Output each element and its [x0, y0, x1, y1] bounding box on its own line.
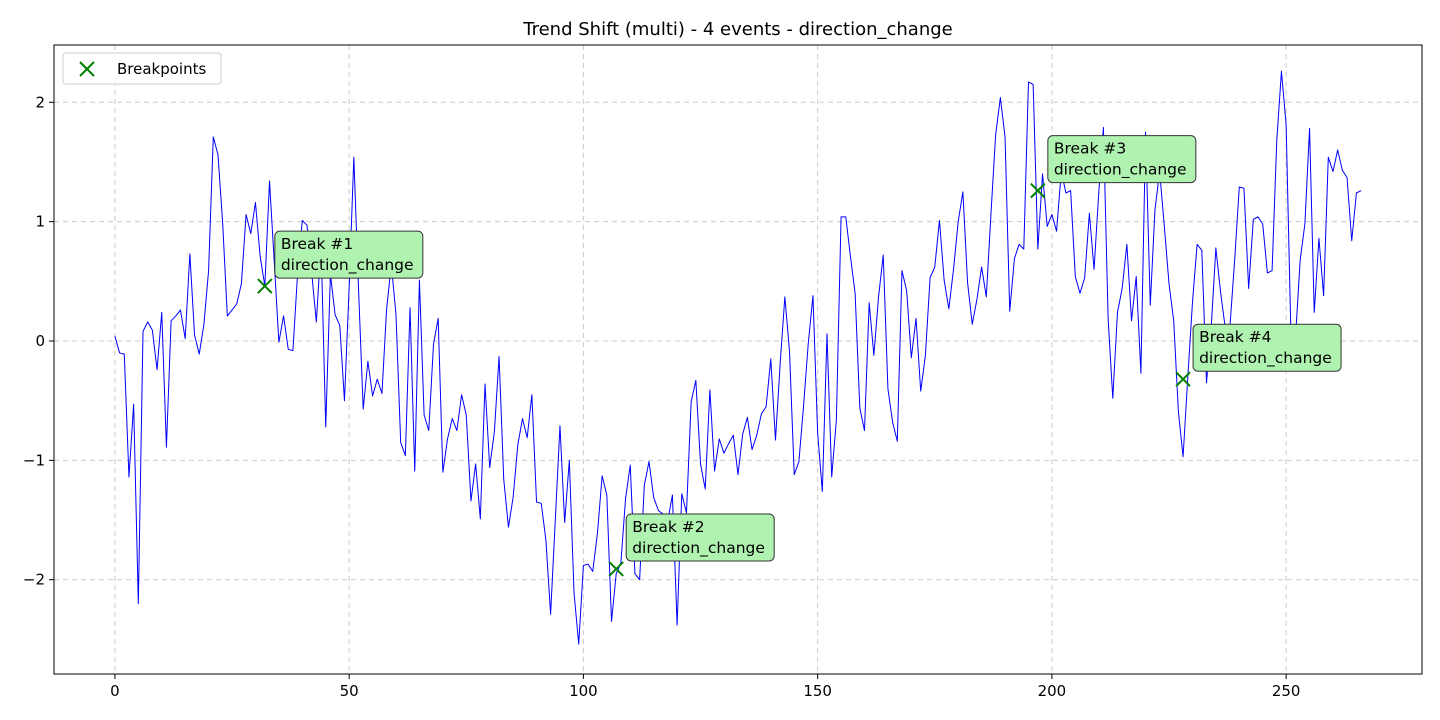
annotation-box — [274, 230, 424, 279]
axis-ticks: 0 50 100 150 200 250 −2 −1 0 1 2 — [23, 93, 1301, 700]
legend-marker-icon — [79, 61, 95, 77]
y-tick-label: −2 — [23, 571, 45, 589]
annotation-title: Break #3 — [1054, 140, 1126, 158]
annotation-type: direction_change — [632, 539, 765, 558]
annotation-title: Break #2 — [632, 518, 704, 536]
plot-frame — [53, 44, 1423, 675]
legend-x-mark — [79, 61, 95, 77]
marker-stroke — [257, 278, 273, 294]
breakpoint-marker — [608, 561, 624, 577]
breakpoint-marker — [1030, 182, 1046, 199]
breakpoint-marker — [257, 278, 273, 294]
chart-title: Trend Shift (multi) - 4 events - directi… — [522, 19, 953, 40]
x-tick-label: 50 — [340, 682, 359, 700]
marker-stroke — [1030, 182, 1046, 199]
y-tick-label: 1 — [35, 213, 45, 231]
annotation-box — [1192, 323, 1342, 372]
annotation-box — [1047, 135, 1197, 184]
x-tick-label: 200 — [1038, 682, 1067, 700]
legend-box — [62, 52, 222, 85]
y-tick-label: −1 — [23, 451, 45, 469]
x-tick-label: 100 — [569, 682, 598, 700]
annotation-type: direction_change — [1199, 349, 1332, 368]
breakpoint-annotations: Break #1 direction_change Break #2 directio… — [274, 135, 1342, 562]
x-tick-label: 0 — [110, 682, 120, 700]
breakpoint-annotation: Break #3 direction_change — [1047, 135, 1197, 184]
annotation-title: Break #4 — [1199, 328, 1271, 346]
annotation-type: direction_change — [281, 256, 414, 275]
series-line-layer — [114, 70, 1362, 645]
series-line — [114, 70, 1362, 645]
breakpoint-annotation: Break #4 direction_change — [1192, 323, 1342, 372]
breakpoint-markers — [257, 182, 1191, 577]
breakpoint-annotation: Break #1 direction_change — [274, 230, 424, 279]
marker-stroke — [608, 561, 624, 577]
breakpoint-marker — [1175, 371, 1191, 387]
breakpoint-annotation: Break #2 direction_change — [625, 513, 775, 562]
annotation-type: direction_change — [1054, 161, 1187, 180]
y-tick-label: 0 — [35, 332, 45, 350]
y-tick-label: 2 — [35, 93, 45, 111]
x-tick-label: 250 — [1272, 682, 1301, 700]
marker-stroke — [1175, 371, 1191, 387]
legend: Breakpoints — [62, 52, 222, 85]
annotation-title: Break #1 — [281, 235, 353, 253]
x-tick-label: 150 — [803, 682, 832, 700]
marker-stroke — [79, 61, 95, 77]
annotation-box — [625, 513, 775, 562]
legend-label: Breakpoints — [117, 60, 206, 78]
